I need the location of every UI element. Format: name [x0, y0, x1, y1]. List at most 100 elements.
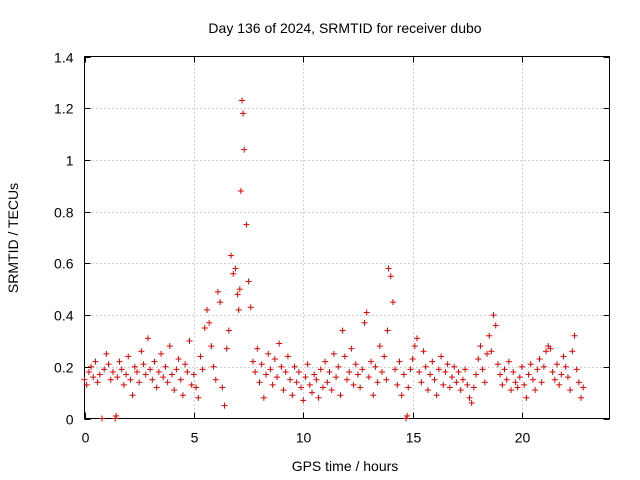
- data-point: [158, 350, 165, 357]
- data-point: [263, 371, 270, 378]
- data-point: [416, 368, 423, 375]
- data-point: [330, 350, 337, 357]
- data-point: [468, 399, 475, 406]
- data-point: [284, 353, 291, 360]
- data-point: [328, 387, 335, 394]
- data-point: [462, 366, 469, 373]
- data-point: [241, 146, 248, 153]
- data-point: [385, 265, 392, 272]
- data-point: [234, 291, 241, 298]
- data-point: [383, 376, 390, 383]
- data-point: [274, 374, 280, 381]
- data-point: [418, 379, 425, 386]
- data-point: [516, 374, 523, 381]
- data-point: [363, 309, 370, 316]
- data-point: [578, 394, 585, 401]
- data-point: [269, 381, 276, 388]
- data-point: [510, 368, 517, 375]
- data-point: [352, 361, 359, 368]
- data-point: [304, 361, 311, 368]
- data-point: [431, 376, 438, 383]
- data-point: [427, 371, 434, 378]
- y-axis-title: SRMTID / TECUs: [5, 183, 21, 293]
- data-point: [580, 384, 587, 391]
- data-point: [317, 366, 324, 373]
- data-point: [249, 358, 256, 365]
- data-point: [494, 361, 501, 368]
- data-point: [195, 394, 202, 401]
- data-point: [368, 358, 375, 365]
- data-point: [540, 363, 547, 370]
- data-point: [497, 371, 504, 378]
- data-point: [453, 379, 460, 386]
- data-point: [282, 368, 289, 375]
- data-point: [164, 379, 171, 386]
- data-point: [96, 371, 103, 378]
- data-point: [444, 361, 451, 368]
- data-point: [210, 363, 217, 370]
- data-point: [326, 368, 333, 375]
- data-point: [381, 353, 388, 360]
- data-point: [525, 371, 532, 378]
- data-point: [532, 387, 539, 394]
- data-point: [109, 368, 116, 375]
- data-point: [359, 366, 366, 373]
- data-point: [116, 358, 123, 365]
- data-point: [407, 366, 414, 373]
- data-point: [278, 363, 285, 370]
- data-point: [219, 384, 226, 391]
- axis-ticks: [84, 56, 610, 420]
- data-point: [394, 381, 401, 388]
- data-point: [501, 366, 508, 373]
- data-point: [221, 402, 228, 409]
- data-point: [333, 374, 340, 381]
- data-point: [475, 356, 482, 363]
- data-point: [247, 304, 254, 311]
- data-point: [400, 371, 407, 378]
- data-point: [319, 384, 326, 391]
- data-point: [551, 376, 558, 383]
- x-tick-label: 10: [296, 430, 312, 446]
- data-point: [446, 384, 453, 391]
- data-point: [514, 384, 521, 391]
- data-point: [519, 363, 525, 370]
- y-tick-label: 0: [66, 412, 74, 428]
- data-point: [235, 306, 242, 313]
- data-point: [459, 376, 466, 383]
- data-point: [379, 368, 385, 375]
- data-point: [136, 379, 143, 386]
- chart-title: Day 136 of 2024, SRMTID for receiver dub…: [208, 20, 481, 36]
- data-point: [558, 371, 565, 378]
- data-point: [361, 319, 368, 326]
- data-point: [300, 397, 307, 404]
- data-point: [177, 376, 184, 383]
- data-point: [424, 387, 431, 394]
- data-point: [225, 327, 232, 334]
- data-point: [173, 366, 180, 373]
- x-tick-label: 0: [82, 430, 90, 446]
- data-point: [457, 387, 464, 394]
- data-point: [291, 363, 298, 370]
- data-point: [92, 358, 99, 365]
- data-point: [567, 387, 574, 394]
- data-point: [357, 384, 364, 391]
- data-point: [403, 415, 410, 422]
- y-tick-label: 1: [66, 153, 74, 169]
- data-point: [123, 371, 130, 378]
- data-point: [392, 366, 399, 373]
- data-point: [302, 374, 309, 381]
- data-point: [153, 384, 160, 391]
- data-point: [534, 366, 541, 373]
- data-point: [564, 374, 571, 381]
- data-point: [404, 412, 411, 419]
- x-tick-label: 15: [406, 430, 422, 446]
- x-tick-label: 20: [515, 430, 531, 446]
- data-point: [449, 374, 455, 381]
- data-point: [112, 415, 119, 422]
- data-point: [538, 379, 545, 386]
- data-point: [492, 322, 499, 329]
- data-point: [114, 374, 121, 381]
- data-point: [488, 348, 495, 355]
- data-point: [350, 381, 357, 388]
- x-axis-title: GPS time / hours: [292, 458, 399, 474]
